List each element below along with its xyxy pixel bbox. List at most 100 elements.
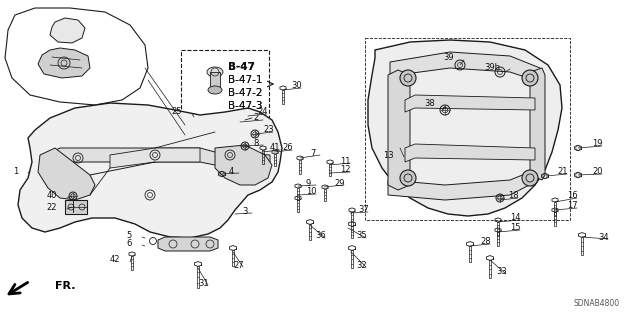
Text: B-47-2: B-47-2 bbox=[228, 88, 262, 98]
Text: 33: 33 bbox=[496, 268, 507, 277]
Bar bbox=[351, 226, 353, 238]
Polygon shape bbox=[110, 148, 200, 168]
Bar bbox=[497, 222, 499, 236]
Text: 41: 41 bbox=[270, 144, 280, 152]
Bar bbox=[497, 232, 499, 246]
Bar bbox=[324, 189, 326, 201]
Polygon shape bbox=[388, 170, 535, 200]
Text: 39b: 39b bbox=[484, 63, 500, 71]
Text: 38: 38 bbox=[424, 100, 435, 108]
Text: 36: 36 bbox=[315, 232, 326, 241]
Bar bbox=[308, 224, 311, 240]
Text: B-47-1: B-47-1 bbox=[228, 75, 262, 85]
Polygon shape bbox=[18, 103, 282, 238]
Polygon shape bbox=[405, 95, 535, 112]
Text: 21: 21 bbox=[557, 167, 568, 176]
Polygon shape bbox=[368, 40, 562, 216]
Bar bbox=[554, 212, 556, 226]
Polygon shape bbox=[158, 237, 218, 251]
Text: 6: 6 bbox=[127, 239, 132, 248]
Text: 27: 27 bbox=[233, 261, 244, 270]
Text: 22: 22 bbox=[47, 203, 57, 211]
Text: B-47: B-47 bbox=[228, 62, 255, 72]
Text: B-47-3: B-47-3 bbox=[228, 101, 262, 111]
Text: SDNAB4800: SDNAB4800 bbox=[574, 299, 620, 308]
Bar bbox=[329, 164, 332, 176]
Bar bbox=[580, 237, 583, 255]
Text: 9: 9 bbox=[306, 179, 311, 188]
Text: 16: 16 bbox=[567, 191, 578, 201]
Text: 29: 29 bbox=[334, 179, 344, 188]
Text: 35: 35 bbox=[356, 232, 367, 241]
Text: 19: 19 bbox=[592, 139, 602, 149]
Text: 1: 1 bbox=[13, 167, 18, 175]
Polygon shape bbox=[215, 145, 272, 185]
Text: 39: 39 bbox=[444, 54, 454, 63]
Circle shape bbox=[400, 170, 416, 186]
Bar bbox=[365, 38, 570, 220]
Text: 10: 10 bbox=[306, 188, 317, 197]
Bar bbox=[210, 72, 220, 90]
Polygon shape bbox=[38, 148, 95, 200]
Text: 26: 26 bbox=[282, 144, 292, 152]
Text: 40: 40 bbox=[47, 191, 57, 201]
Text: 2: 2 bbox=[253, 114, 259, 122]
Bar bbox=[297, 200, 300, 212]
Bar bbox=[351, 250, 353, 268]
Text: 15: 15 bbox=[510, 224, 520, 233]
Text: 5: 5 bbox=[127, 231, 132, 240]
Polygon shape bbox=[530, 68, 545, 180]
Ellipse shape bbox=[207, 67, 223, 77]
Bar bbox=[351, 212, 353, 226]
Bar bbox=[489, 260, 492, 278]
Text: 8: 8 bbox=[253, 138, 259, 147]
Text: 42: 42 bbox=[109, 256, 120, 264]
Bar bbox=[297, 188, 300, 200]
Text: 24: 24 bbox=[257, 108, 268, 116]
Polygon shape bbox=[45, 148, 270, 168]
Text: 13: 13 bbox=[383, 151, 394, 160]
Text: B-47: B-47 bbox=[228, 62, 255, 72]
Text: FR.: FR. bbox=[55, 281, 76, 291]
Bar bbox=[232, 250, 234, 266]
Bar bbox=[196, 266, 199, 288]
Text: B-47-1: B-47-1 bbox=[228, 75, 262, 85]
Text: 4: 4 bbox=[229, 167, 234, 175]
Bar bbox=[131, 256, 133, 270]
Circle shape bbox=[522, 70, 538, 86]
Text: B-47-3: B-47-3 bbox=[228, 101, 262, 111]
Text: 12: 12 bbox=[340, 166, 351, 174]
Polygon shape bbox=[50, 18, 85, 43]
Text: 14: 14 bbox=[510, 213, 520, 222]
Polygon shape bbox=[390, 52, 540, 82]
Bar bbox=[65, 200, 87, 214]
Bar bbox=[554, 202, 556, 216]
Text: 18: 18 bbox=[508, 191, 518, 201]
Bar bbox=[468, 246, 471, 262]
Text: 11: 11 bbox=[340, 157, 351, 166]
Text: 28: 28 bbox=[480, 238, 491, 247]
Polygon shape bbox=[388, 70, 410, 190]
Text: 20: 20 bbox=[592, 167, 602, 176]
Ellipse shape bbox=[208, 86, 222, 94]
Circle shape bbox=[400, 70, 416, 86]
Text: 3: 3 bbox=[242, 206, 248, 216]
Text: 23: 23 bbox=[263, 125, 274, 135]
Bar bbox=[282, 90, 284, 104]
Text: 30: 30 bbox=[291, 81, 301, 91]
Polygon shape bbox=[405, 144, 535, 162]
Text: 25: 25 bbox=[172, 108, 182, 116]
Text: 32: 32 bbox=[356, 261, 367, 270]
Bar bbox=[274, 154, 276, 166]
Bar bbox=[299, 160, 301, 174]
Polygon shape bbox=[38, 48, 90, 78]
Text: 17: 17 bbox=[567, 202, 578, 211]
Circle shape bbox=[522, 170, 538, 186]
Bar bbox=[181, 50, 269, 118]
Bar bbox=[262, 150, 264, 164]
Text: 31: 31 bbox=[198, 278, 209, 287]
Text: 34: 34 bbox=[598, 233, 609, 241]
Text: 7: 7 bbox=[310, 149, 316, 158]
Text: B-47-2: B-47-2 bbox=[228, 88, 262, 98]
Text: 37: 37 bbox=[358, 205, 369, 214]
